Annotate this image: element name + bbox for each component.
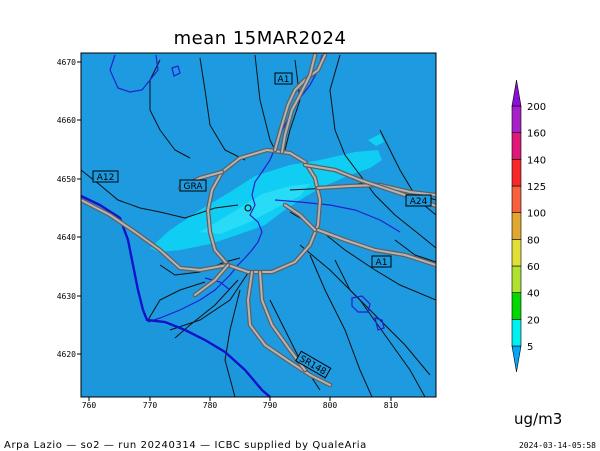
- aniene-river: [274, 199, 401, 233]
- a12-road: [81, 197, 231, 273]
- legend-swatch: [511, 105, 522, 133]
- legend-level-label: 140: [527, 155, 546, 166]
- y-tick-label: 4620: [57, 350, 76, 359]
- x-tick-label: 790: [263, 401, 278, 410]
- road-network: [81, 53, 436, 388]
- units-label: ug/m3: [514, 410, 563, 428]
- road-label-a12: A12: [92, 170, 119, 183]
- legend-swatch: [511, 345, 522, 373]
- svg-text:A1: A1: [278, 75, 290, 85]
- legend-swatch: [511, 239, 522, 267]
- legend-swatch: [511, 159, 522, 187]
- city-marker: [244, 204, 252, 212]
- legend-level-label: 160: [527, 129, 546, 140]
- footer-credits: Arpa Lazio — so2 — run 20240314 — ICBC s…: [4, 440, 367, 451]
- south-road: [257, 269, 308, 373]
- legend-swatch: [511, 185, 522, 213]
- legend-level-label: 200: [527, 102, 546, 113]
- road-label-a1-south: A1: [371, 255, 392, 268]
- x-tick-label: 780: [203, 401, 218, 410]
- svg-text:GRA: GRA: [183, 182, 203, 192]
- legend-level-label: 80: [527, 235, 540, 246]
- legend-swatch: [511, 79, 522, 107]
- legend-swatch: [511, 212, 522, 240]
- x-tick-label: 810: [384, 401, 399, 410]
- lake-small: [171, 65, 181, 77]
- y-axis: 4670 4660 4650 4640 4630 4620: [57, 58, 81, 359]
- x-tick-label: 770: [143, 401, 158, 410]
- legend-level-label: 60: [527, 262, 540, 273]
- x-tick-label: 760: [82, 401, 97, 410]
- legend-level-label: 100: [527, 209, 546, 220]
- color-legend: 5 20 40 60 80 100 125 140 160 200: [511, 79, 546, 373]
- road-label-a24: A24: [405, 194, 432, 207]
- legend-swatch: [511, 319, 522, 347]
- y-tick-label: 4640: [57, 233, 76, 242]
- svg-text:A1: A1: [376, 258, 388, 268]
- lake-east: [351, 295, 371, 313]
- y-tick-label: 4650: [57, 175, 76, 184]
- inner-cross-road: [282, 202, 318, 233]
- legend-swatch: [511, 292, 522, 320]
- map-frame: [80, 52, 437, 398]
- concentration-plume-spot: [368, 134, 384, 146]
- x-axis: 760 770 780 790 800 810: [82, 397, 399, 410]
- sr148-road: [245, 269, 333, 388]
- sea-area: [81, 196, 270, 397]
- y-tick-label: 4630: [57, 292, 76, 301]
- footer-timestamp: 2024-03-14-05:58: [518, 441, 596, 450]
- y-tick-label: 4670: [57, 58, 76, 67]
- legend-swatch: [511, 132, 522, 160]
- map-title: mean 15MAR2024: [173, 28, 347, 49]
- svg-text:A24: A24: [410, 197, 428, 207]
- a1-north-road: [272, 53, 328, 153]
- y-tick-label: 4660: [57, 116, 76, 125]
- legend-level-label: 20: [527, 315, 540, 326]
- legend-swatch: [511, 265, 522, 293]
- x-tick-label: 800: [323, 401, 338, 410]
- a1-north-branch: [279, 53, 318, 155]
- legend-level-label: 40: [527, 289, 540, 300]
- legend-level-label: 125: [527, 182, 546, 193]
- legend-level-label: 5: [527, 342, 533, 353]
- road-label-gra: GRA: [179, 179, 207, 192]
- lake-west: [109, 54, 159, 93]
- road-label-a1-north: A1: [274, 72, 293, 85]
- svg-text:A12: A12: [97, 173, 115, 183]
- fiumicino-road: [192, 262, 231, 298]
- a1-south-road: [315, 227, 436, 268]
- concentration-plume-core: [200, 184, 310, 234]
